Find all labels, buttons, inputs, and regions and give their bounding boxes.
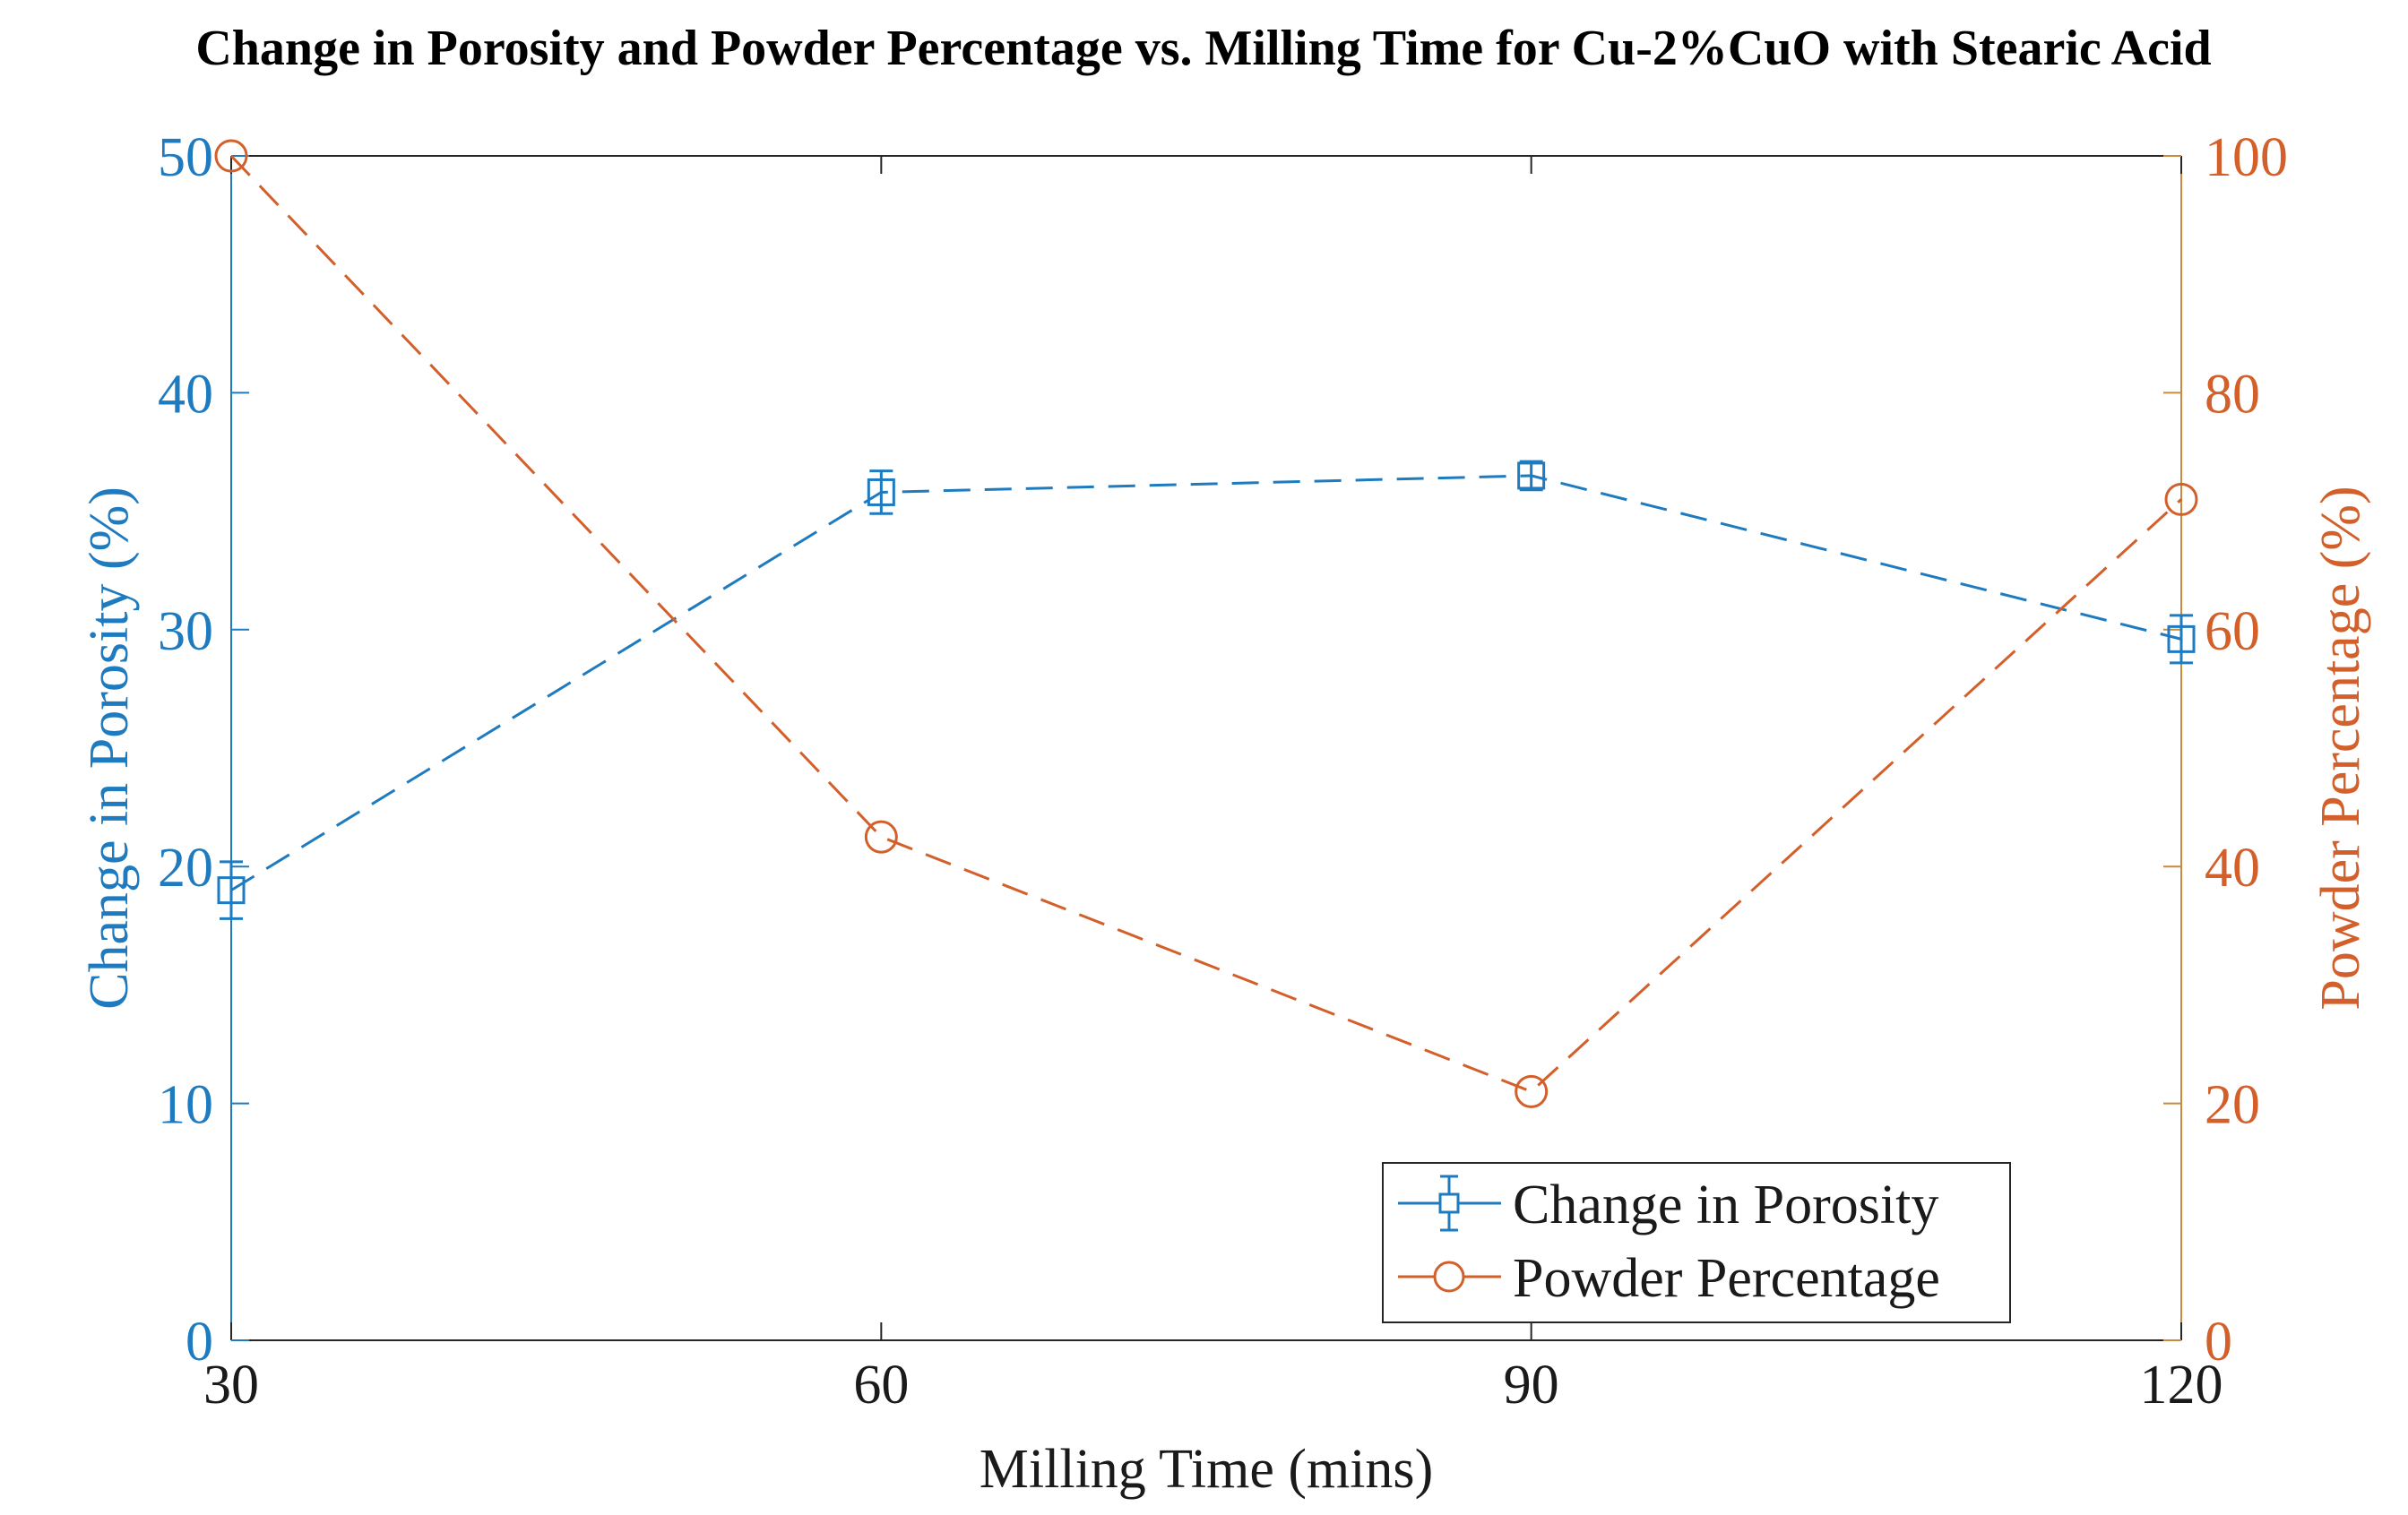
y-right-tick-label: 60 xyxy=(2205,601,2260,662)
y-right-tick-label: 40 xyxy=(2205,838,2260,899)
y-right-tick-label: 100 xyxy=(2205,127,2288,188)
y-left-tick-label: 20 xyxy=(158,838,213,899)
y-right-tick-label: 0 xyxy=(2205,1312,2232,1373)
y-left-tick-label: 50 xyxy=(158,127,213,188)
y-left-tick-label: 30 xyxy=(158,601,213,662)
x-tick-label: 90 xyxy=(1504,1355,1559,1416)
data-series xyxy=(214,139,2198,1108)
series-porosity xyxy=(217,460,2196,920)
y-left-tick-label: 10 xyxy=(158,1075,213,1136)
plot-frame xyxy=(230,155,2182,1341)
legend-label-powder: Powder Percentage xyxy=(1513,1248,1940,1309)
data-point-circle xyxy=(864,820,898,854)
data-point-square xyxy=(2167,624,2196,653)
x-tick-label: 60 xyxy=(853,1355,909,1416)
chart-title: Change in Porosity and Powder Percentage… xyxy=(195,21,2211,76)
x-tick-label: 30 xyxy=(203,1355,259,1416)
legend-marker-powder xyxy=(1433,1261,1465,1293)
y-left-tick-label: 0 xyxy=(186,1312,213,1373)
data-point-circle xyxy=(1515,1074,1549,1108)
y-axis-right-label: Powder Percentage (%) xyxy=(2310,486,2371,1010)
series-line xyxy=(229,154,2183,1094)
series-line xyxy=(230,474,2182,891)
data-point-square xyxy=(867,478,895,506)
legend: Change in Porosity Powder Percentage xyxy=(1382,1162,2011,1323)
legend-label-porosity: Change in Porosity xyxy=(1513,1175,1938,1235)
y-right-tick-label: 20 xyxy=(2205,1075,2260,1136)
data-point-circle xyxy=(214,139,248,173)
data-point-square xyxy=(217,876,246,905)
data-point-square xyxy=(1517,461,1546,490)
y-left-tick-label: 40 xyxy=(158,364,213,425)
y-axis-left-label: Change in Porosity (%) xyxy=(79,486,140,1010)
y-right-tick-label: 80 xyxy=(2205,364,2260,425)
x-axis-label: Milling Time (mins) xyxy=(980,1439,1433,1500)
series-powder xyxy=(214,139,2198,1108)
x-tick-label: 120 xyxy=(2140,1355,2223,1416)
data-point-circle xyxy=(2164,482,2198,516)
legend-marker-porosity xyxy=(1438,1192,1460,1214)
legend-box xyxy=(1382,1162,2011,1323)
